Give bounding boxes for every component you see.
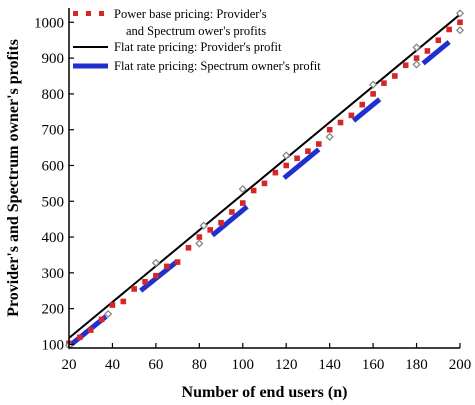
legend-power-pricing-label: Power base pricing: Provider's xyxy=(114,7,267,21)
y-tick-label: 1000 xyxy=(34,15,64,31)
y-tick-label: 600 xyxy=(42,158,65,174)
diamond-marker-9 xyxy=(412,60,421,69)
power-pricing-point-2 xyxy=(87,327,94,333)
y-tick-label: 900 xyxy=(42,51,65,67)
power-pricing-point-15 xyxy=(229,209,235,215)
provider-profit-line xyxy=(68,13,461,339)
power-pricing-point-9 xyxy=(163,263,170,270)
y-tick-label: 700 xyxy=(42,123,65,139)
x-tick-label: 160 xyxy=(362,357,385,373)
spectrum-owner-profit-segment-3 xyxy=(282,147,321,180)
power-pricing-point-36 xyxy=(457,19,463,26)
power-pricing-point-26 xyxy=(348,112,355,119)
y-tick-label: 100 xyxy=(42,337,65,353)
power-pricing-point-17 xyxy=(250,187,257,194)
y-tick-label: 200 xyxy=(42,302,65,318)
y-tick-label: 300 xyxy=(42,266,65,282)
legend-power-pricing-swatch-dot xyxy=(73,11,78,16)
y-tick-label: 500 xyxy=(42,194,65,210)
spectrum-owner-profit-segment-1 xyxy=(139,259,180,293)
power-pricing-point-14 xyxy=(218,219,224,226)
power-pricing-point-6 xyxy=(131,286,137,292)
power-pricing-point-21 xyxy=(294,155,300,162)
power-pricing-point-33 xyxy=(424,48,431,54)
power-pricing-point-16 xyxy=(239,200,246,206)
power-pricing-point-27 xyxy=(359,101,366,108)
y-tick-label: 800 xyxy=(42,87,65,103)
legend-provider-profit-label: Flat rate pricing: Provider's profit xyxy=(114,40,282,54)
power-pricing-point-8 xyxy=(153,272,159,279)
legend-power-pricing-swatch-dot xyxy=(99,11,104,16)
power-pricing-point-20 xyxy=(283,162,290,169)
power-pricing-point-30 xyxy=(392,73,398,79)
power-pricing-point-12 xyxy=(196,234,203,240)
power-pricing-point-34 xyxy=(435,37,442,44)
axes: 20 40 60 80 100 120 140 160 180 200 100 200 300 400 50… xyxy=(5,8,471,401)
power-pricing-point-4 xyxy=(109,302,116,308)
x-tick-label: 100 xyxy=(232,357,255,373)
spectrum-owner-profit-segment-5 xyxy=(421,40,451,66)
diamond-marker-12 xyxy=(455,9,465,18)
power-pricing-point-28 xyxy=(370,91,376,97)
diamond-marker-1 xyxy=(103,309,113,319)
power-pricing-point-31 xyxy=(402,62,409,69)
power-pricing-point-3 xyxy=(98,316,105,323)
x-tick-label: 200 xyxy=(449,357,472,373)
spectrum-owner-profit-segment-2 xyxy=(210,204,249,238)
plot-area xyxy=(64,9,465,350)
power-pricing-point-25 xyxy=(337,119,344,126)
spectrum-owner-profit-segment-4 xyxy=(351,97,382,123)
diamond-marker-8 xyxy=(368,80,378,89)
power-pricing-point-18 xyxy=(261,180,268,187)
x-tick-label: 180 xyxy=(405,357,428,373)
legend-power-pricing-label-line2: and Spectrum ower's profits xyxy=(126,24,266,38)
y-tick-label: 400 xyxy=(42,230,65,246)
power-pricing-point-7 xyxy=(142,278,148,285)
x-tick-label: 20 xyxy=(62,357,77,373)
x-tick-label: 60 xyxy=(148,357,163,373)
x-tick-label: 80 xyxy=(192,357,207,373)
power-pricing-point-13 xyxy=(207,227,213,233)
power-pricing-point-29 xyxy=(381,80,387,86)
diamond-marker-2 xyxy=(151,258,161,267)
power-pricing-point-23 xyxy=(316,141,322,147)
power-pricing-point-35 xyxy=(446,26,452,33)
power-pricing-point-5 xyxy=(120,298,127,305)
power-pricing-point-22 xyxy=(305,148,311,154)
legend: Power base pricing: Provider's and Spectr… xyxy=(73,7,321,73)
diamond-marker-4 xyxy=(199,221,208,230)
diamond-marker-3 xyxy=(195,239,204,248)
x-tick-label: 120 xyxy=(275,357,298,373)
diamond-marker-11 xyxy=(455,26,465,35)
diamond-marker-7 xyxy=(325,132,334,141)
power-pricing-point-19 xyxy=(272,169,279,176)
power-pricing-point-10 xyxy=(174,259,181,265)
x-axis-title: Number of end users (n) xyxy=(182,384,348,401)
legend-spectrum-owner-label: Flat rate pricing: Spectrum owner's prof… xyxy=(114,59,321,73)
power-pricing-point-11 xyxy=(185,244,192,251)
diamond-marker-6 xyxy=(282,151,291,160)
legend-power-pricing-swatch-dot xyxy=(86,11,91,16)
power-pricing-point-32 xyxy=(413,55,420,61)
diamond-marker-5 xyxy=(238,184,247,194)
x-tick-label: 140 xyxy=(318,357,341,373)
x-tick-label: 40 xyxy=(105,357,120,373)
power-pricing-point-24 xyxy=(326,126,333,133)
power-pricing-point-1 xyxy=(77,334,83,341)
diamond-marker-10 xyxy=(412,43,421,52)
y-axis-title: Provider's and Spectrum owner's profits xyxy=(5,39,22,317)
